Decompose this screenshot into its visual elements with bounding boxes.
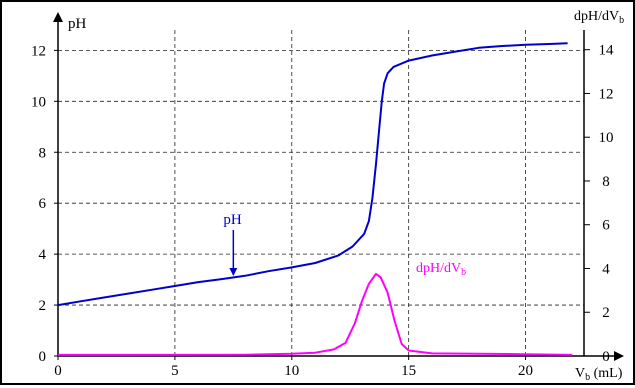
y-left-tick-label: 10 <box>31 94 46 110</box>
x-axis-arrow-icon <box>614 351 624 361</box>
y-right-tick-label: 12 <box>599 86 614 102</box>
series-label-ph: pH <box>223 212 242 228</box>
y-right-tick-label: 2 <box>602 305 610 321</box>
y-right-tick-label: 8 <box>602 174 610 190</box>
x-tick-label: 20 <box>518 363 533 379</box>
x-tick-label: 0 <box>54 363 62 379</box>
series-line-ph <box>57 42 568 307</box>
y-axis-left-label: pH <box>68 16 87 32</box>
y-axis-right-label: dpH/dVb <box>574 9 624 26</box>
y-left-tick-label: 0 <box>39 349 47 365</box>
y-left-tick-label: 2 <box>39 298 47 314</box>
y-left-tick-label: 8 <box>39 145 47 161</box>
x-axis-label: Vb (mL) <box>575 366 623 383</box>
y-left-tick-label: 6 <box>39 196 47 212</box>
y-left-tick-label: 12 <box>31 43 46 59</box>
series-label-dph-dvb: dpH/dVb <box>416 261 466 278</box>
chart-svg: 0 5 10 15 20 0 2 4 6 8 10 12 0 2 4 6 8 10 12 14 pH dpH/dVb Vb… <box>31 9 624 383</box>
y-axis-left-arrow-icon <box>53 12 63 22</box>
y-right-tick-label: 14 <box>599 43 615 59</box>
ph-annotation-arrow-icon <box>229 268 238 277</box>
x-tick-label: 10 <box>284 363 299 379</box>
y-right-tick-label: 6 <box>602 218 610 234</box>
y-right-tick-label: 4 <box>602 261 610 277</box>
y-left-tick-label: 4 <box>39 247 47 263</box>
x-tick-label: 15 <box>401 363 416 379</box>
x-tick-label: 5 <box>171 363 179 379</box>
series-line-dph-dvb <box>57 273 573 356</box>
y-right-tick-label: 10 <box>599 130 614 146</box>
y-right-tick-label: 0 <box>602 349 610 365</box>
